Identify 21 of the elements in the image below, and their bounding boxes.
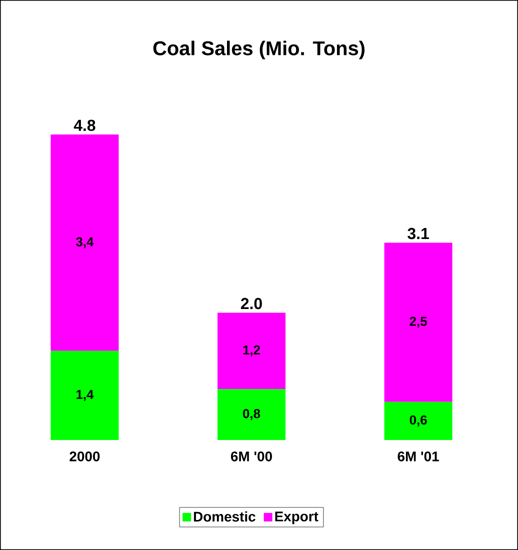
data-label: 2,5 [410,316,427,328]
bar [50,134,119,351]
x-tick-label: 6M '01 [398,451,439,462]
data-label: 0,8 [243,409,260,420]
x-tick-label: 6M '00 [230,451,272,462]
bar [218,312,286,390]
total-label: 2.0 [240,298,262,310]
data-label: 0,6 [410,415,427,426]
legend-label: Domestic [194,511,256,522]
data-label: 1,2 [243,345,260,356]
bar [50,350,119,440]
data-label: 1,4 [76,390,94,401]
bar [218,389,286,440]
total-label: 3.1 [408,228,429,240]
bar [384,242,452,402]
legend-label: Export [275,512,318,524]
bar [384,402,452,440]
chart-title: Coal Sales (Mio. Tons) [153,40,364,60]
total-label: 4.8 [74,120,96,132]
data-label: 3,4 [76,237,94,248]
x-tick-label: 2000 [70,451,100,462]
